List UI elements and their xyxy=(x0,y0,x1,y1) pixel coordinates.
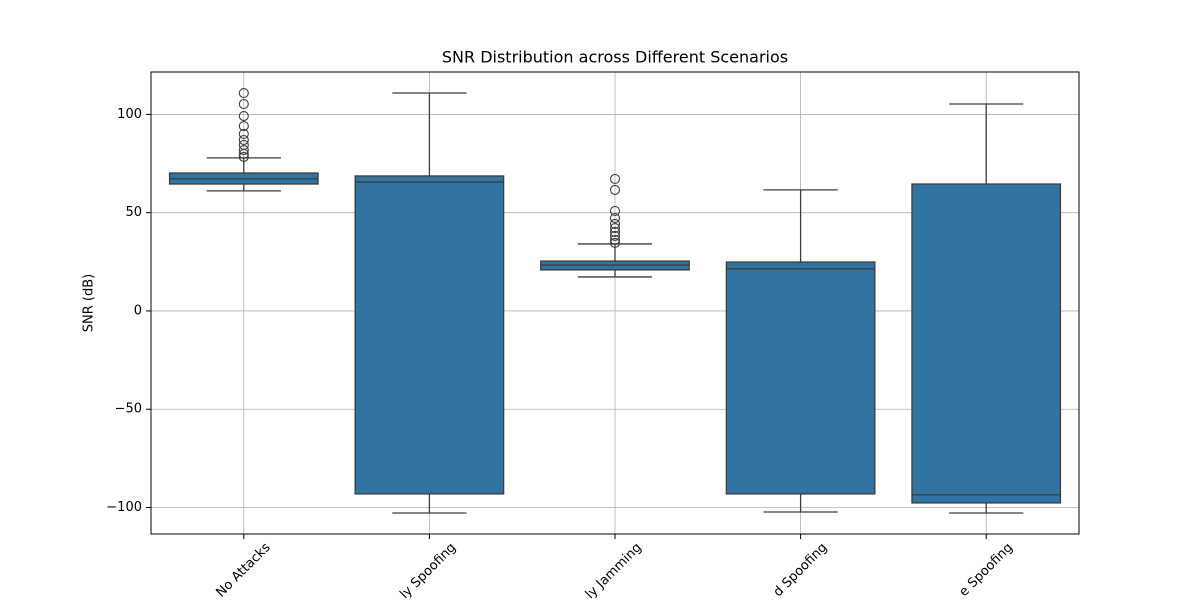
outlier xyxy=(609,226,621,238)
outlier xyxy=(609,218,621,229)
outlier xyxy=(238,128,249,139)
x-tick-label: No Attacks xyxy=(213,540,273,600)
y-tick-label: 50 xyxy=(125,205,142,220)
x-tick-label: e Spoofing xyxy=(956,540,1016,600)
outlier xyxy=(238,151,249,162)
x-tick-label: d Spoofing xyxy=(771,540,831,600)
x-tick-label: ly Spoofing xyxy=(397,540,459,600)
outlier xyxy=(238,134,249,146)
chart-title: SNR Distribution across Different Scenar… xyxy=(442,48,788,67)
plot-frame xyxy=(150,71,1080,535)
y-tick-label: 0 xyxy=(134,303,142,318)
outlier xyxy=(238,87,249,99)
y-axis-label: SNR (dB) xyxy=(82,274,97,332)
outlier xyxy=(609,234,621,246)
outlier xyxy=(238,144,249,156)
x-tick-label: ly Jamming xyxy=(583,540,645,600)
outlier xyxy=(609,173,621,184)
outlier xyxy=(238,110,249,122)
outlier xyxy=(609,237,621,249)
outlier xyxy=(609,222,621,234)
y-tick-label: 100 xyxy=(117,107,142,122)
outlier xyxy=(609,230,621,241)
y-tick-label: −50 xyxy=(115,402,142,417)
outlier xyxy=(238,148,249,159)
box xyxy=(354,175,505,495)
y-tick-label: −100 xyxy=(106,500,142,515)
box xyxy=(725,261,876,495)
outlier xyxy=(609,205,621,216)
outlier xyxy=(238,120,249,132)
box xyxy=(911,183,1062,504)
outlier xyxy=(238,98,249,110)
outlier xyxy=(609,184,621,195)
outlier xyxy=(609,212,621,224)
